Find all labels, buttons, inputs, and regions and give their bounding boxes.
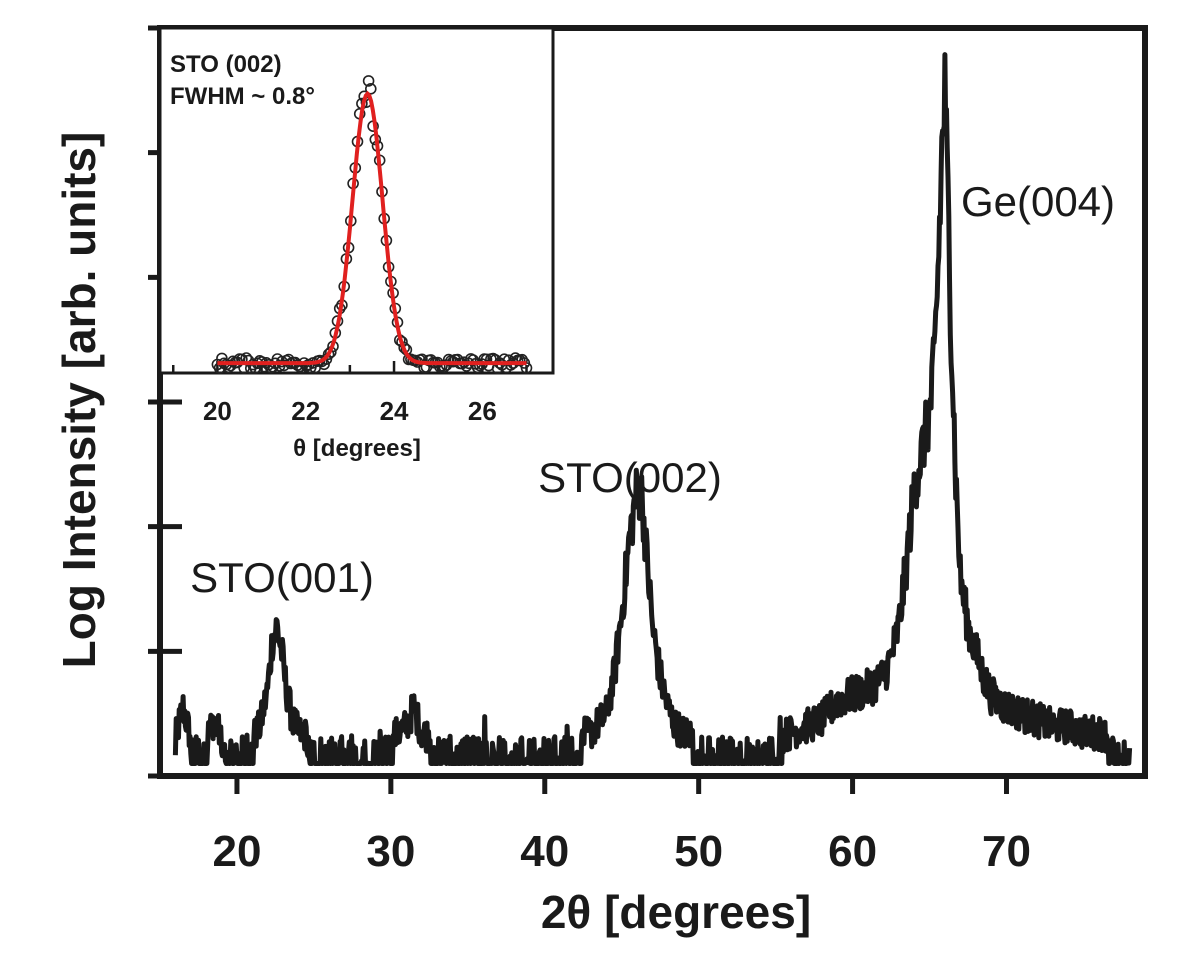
peak-label-ge004: Ge(004)	[961, 178, 1115, 225]
inset-annotation-line-1: STO (002)	[170, 51, 282, 78]
inset-annotation-line-2: FWHM ~ 0.8°	[170, 83, 315, 110]
inset-x-tick-label: 24	[380, 396, 409, 426]
inset-x-tick-label: 26	[468, 396, 497, 426]
peak-label-sto002: STO(002)	[538, 454, 722, 501]
inset-plot-frame	[158, 26, 555, 375]
x-tick-label: 30	[366, 827, 415, 876]
main-tick-labels: 20 30 40 50 60 70	[212, 827, 1030, 876]
x-tick-label: 60	[828, 827, 877, 876]
inset-data-point	[364, 83, 377, 95]
x-tick-label: 20	[212, 827, 261, 876]
inset-fit-curve	[217, 90, 527, 366]
x-tick-label: 40	[520, 827, 569, 876]
main-ticks	[148, 25, 1009, 794]
xrd-series-line	[172, 52, 1133, 766]
x-tick-label: 50	[674, 827, 723, 876]
inset-x-tick-label: 20	[203, 396, 232, 426]
x-axis-title: 2θ [degrees]	[541, 886, 811, 938]
peak-label-sto001: STO(001)	[190, 554, 374, 601]
inset-data-point	[362, 75, 375, 87]
inset-x-tick-label: 22	[291, 396, 320, 426]
x-tick-label: 70	[982, 827, 1031, 876]
inset-x-axis-title: θ [degrees]	[293, 435, 421, 462]
y-axis-title: Log Intensity [arb. units]	[53, 132, 105, 669]
inset-tick-labels: 20 22 24 26	[203, 396, 497, 426]
